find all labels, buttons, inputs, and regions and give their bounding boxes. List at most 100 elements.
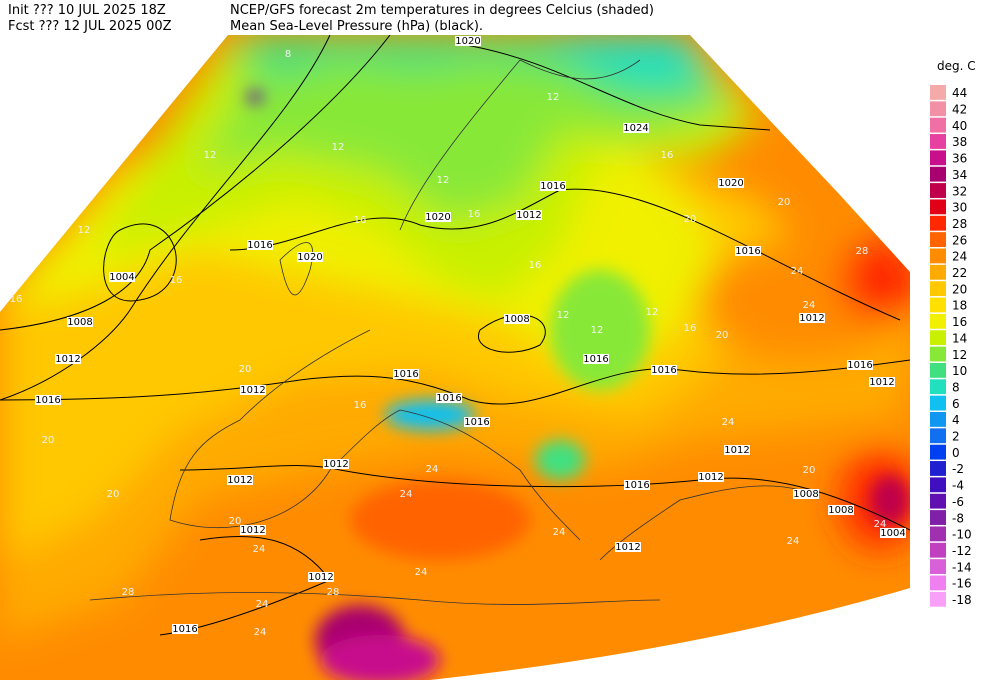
isobar-label: 1016: [847, 360, 872, 371]
isobar-label: 1016: [735, 246, 760, 257]
legend-label: 34: [952, 168, 967, 182]
legend-swatch: [930, 591, 946, 607]
legend-label: 14: [952, 331, 967, 345]
isobar-label: 1012: [55, 354, 80, 365]
isobar-label-bg: [698, 472, 724, 482]
isobar-label: 1016: [583, 354, 608, 365]
temperature-label: 28: [122, 587, 135, 598]
isobar-label: 1012: [227, 475, 252, 486]
temperature-label: 20: [778, 197, 791, 208]
legend-label: 28: [952, 217, 967, 231]
temperature-label: 12: [332, 142, 345, 153]
legend-swatch: [930, 428, 946, 444]
temperature-label: 16: [529, 260, 542, 271]
temperature-label: 12: [204, 150, 217, 161]
isobar-label: 1016: [464, 417, 489, 428]
legend-swatch: [930, 379, 946, 395]
temperature-label: 24: [256, 599, 269, 610]
legend-swatch: [930, 166, 946, 182]
isobar-label-bg: [651, 365, 677, 375]
isobar-label-bg: [297, 252, 323, 262]
legend-swatch: [930, 493, 946, 509]
legend-label: -2: [952, 462, 964, 476]
isobar-label-bg: [240, 525, 266, 535]
legend-label: -4: [952, 479, 964, 493]
isobar-label-bg: [540, 181, 566, 191]
isobar-label-bg: [828, 505, 854, 515]
legend-label: 16: [952, 315, 967, 329]
isobar-label-bg: [240, 385, 266, 395]
legend-swatch: [930, 117, 946, 133]
legend-label: 6: [952, 397, 960, 411]
isobar-labels: 1020 1024 1016 1012 1020 1020 1016 1020 1004 1008…: [35, 36, 906, 635]
legend-label: 38: [952, 135, 967, 149]
isobar-label: 1016: [624, 480, 649, 491]
isobar-label-bg: [35, 395, 61, 405]
legend-swatch: [930, 150, 946, 166]
temperature-label: 24: [253, 544, 266, 555]
isobar-label-bg: [464, 417, 490, 427]
isobar-label: 1024: [623, 123, 648, 134]
temperature-label: 12: [437, 175, 450, 186]
header-subtitle: Mean Sea-Level Pressure (hPa) (black).: [230, 19, 483, 34]
isobar-label: 1020: [297, 252, 322, 263]
header-init: Init ??? 10 JUL 2025 18Z: [8, 3, 166, 18]
isobar-label: 1008: [67, 317, 92, 328]
temperature-label: 24: [400, 489, 413, 500]
legend-label: 2: [952, 430, 960, 444]
isobar-label-bg: [735, 246, 761, 256]
legend-label: 18: [952, 299, 967, 313]
isobar-label: 1004: [880, 528, 905, 539]
header-title: NCEP/GFS forecast 2m temperatures in deg…: [230, 3, 654, 18]
isobar-label-bg: [55, 354, 81, 364]
isobar-label: 1008: [793, 489, 818, 500]
isobar-label-bg: [455, 36, 481, 46]
temperature-label: 24: [787, 536, 800, 547]
isobar-label-bg: [425, 212, 451, 222]
legend-swatch: [930, 559, 946, 574]
temperature-label: 16: [170, 275, 183, 286]
isobar-label-bg: [624, 480, 650, 490]
temperature-label: 16: [354, 400, 367, 411]
legend-label: 10: [952, 364, 967, 378]
temperature-label: 20: [42, 435, 55, 446]
legend-swatch: [930, 264, 946, 280]
temperature-label: 12: [591, 325, 604, 336]
temperature-label: 24: [553, 527, 566, 538]
isobar-label-bg: [227, 475, 253, 485]
isobar-label-bg: [615, 542, 641, 552]
legend-label: 4: [952, 413, 960, 427]
temperature-label: 16: [354, 215, 367, 226]
temperature-label: 28: [327, 587, 340, 598]
isobar-label-bg: [847, 360, 873, 370]
temperature-label: 20: [716, 330, 729, 341]
isobar-label: 1004: [109, 272, 134, 283]
legend-swatch: [930, 526, 946, 542]
isobar-label: 1016: [172, 624, 197, 635]
legend-label: 22: [952, 266, 967, 280]
temperature-label: 12: [557, 310, 570, 321]
temperature-label: 16: [684, 323, 697, 334]
isobar-label-bg: [504, 314, 530, 324]
isobar-label: 1016: [540, 181, 565, 192]
temperature-label: 16: [661, 150, 674, 161]
isobar-label-bg: [583, 354, 609, 364]
temperature-label: 8: [285, 49, 291, 60]
temperature-field: [0, 35, 910, 680]
legend-swatch: [930, 542, 946, 558]
legend-swatch: [930, 248, 946, 264]
isobar-label: 1020: [455, 36, 480, 47]
legend-label: -18: [952, 593, 972, 607]
legend-swatch: [930, 101, 946, 117]
temperature-label: 28: [856, 246, 869, 257]
legend-label: -8: [952, 511, 964, 525]
temperature-label: 20: [229, 516, 242, 527]
temperature-label: 16: [10, 294, 23, 305]
legend-label: 32: [952, 184, 967, 198]
legend-label: 36: [952, 152, 967, 166]
isobar-label-bg: [308, 572, 334, 582]
legend-swatch: [930, 313, 946, 329]
legend-swatch: [930, 461, 946, 476]
isobar-label-bg: [67, 317, 93, 327]
